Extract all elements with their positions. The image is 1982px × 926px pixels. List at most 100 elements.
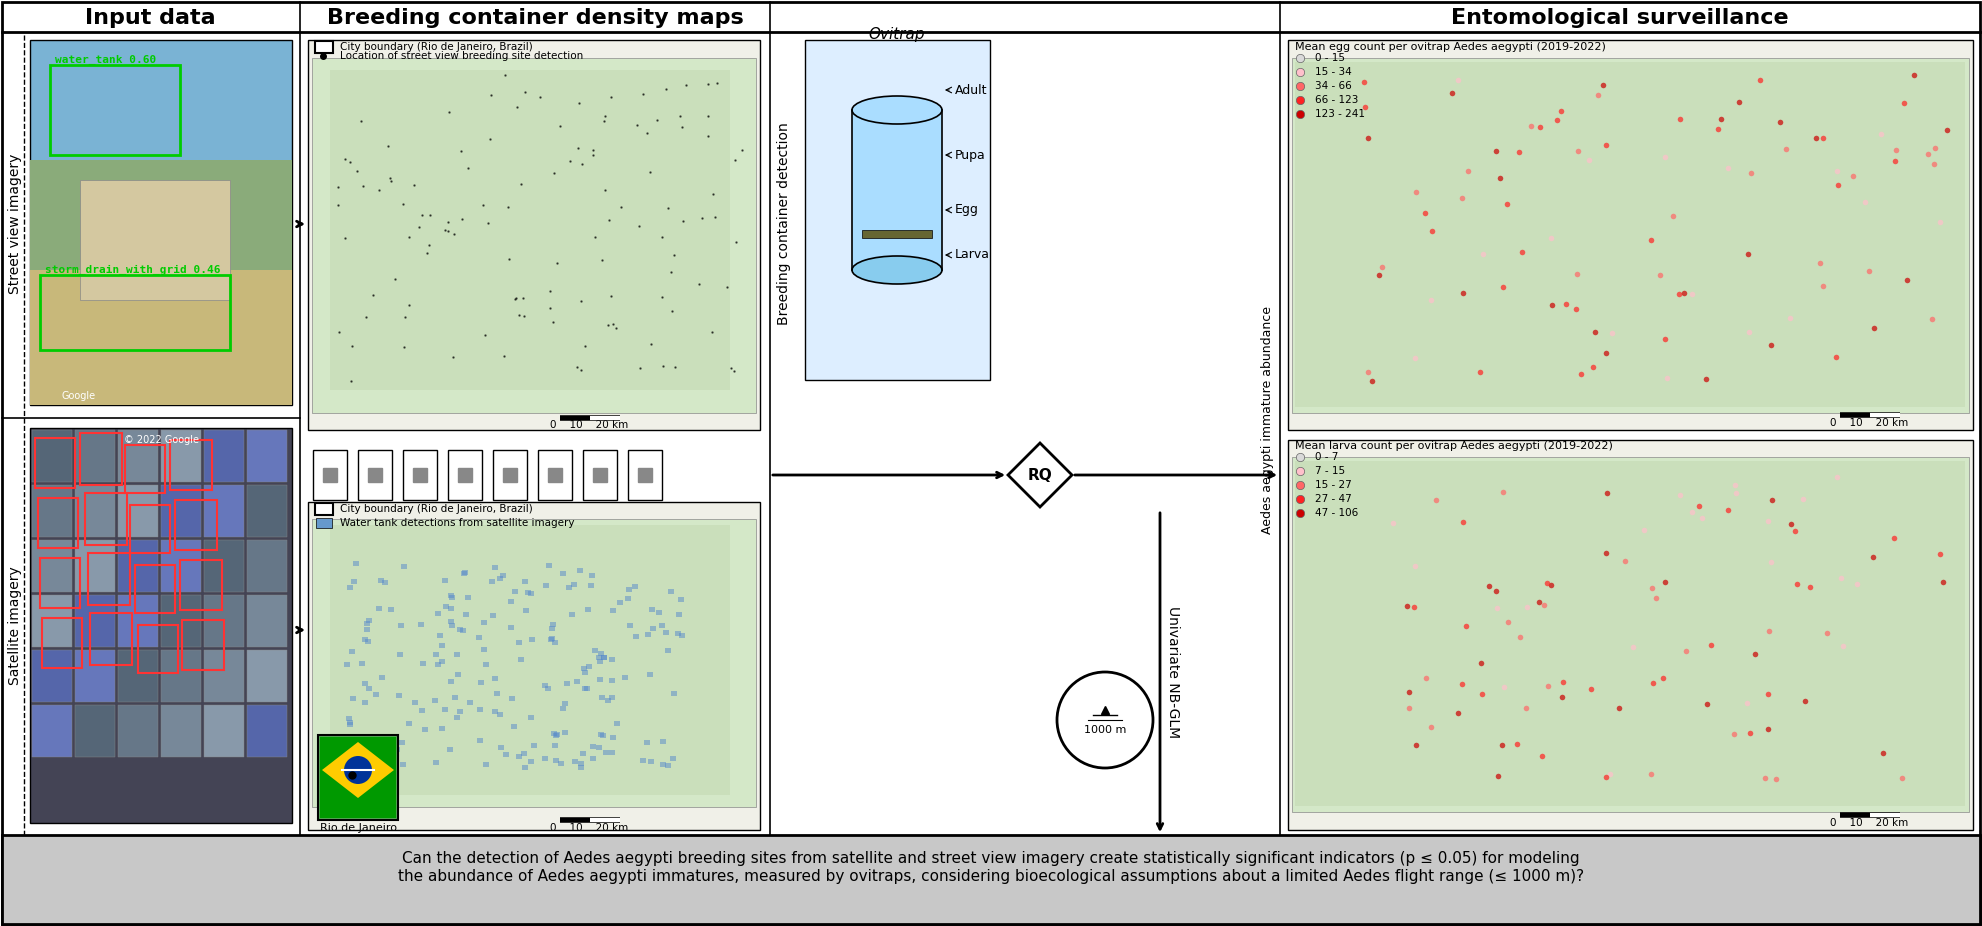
Bar xyxy=(597,655,603,659)
Bar xyxy=(492,676,497,681)
Bar xyxy=(313,450,347,500)
Bar xyxy=(454,715,460,720)
Bar xyxy=(1288,40,1972,430)
Bar xyxy=(567,585,573,591)
Bar xyxy=(545,686,551,691)
Bar xyxy=(616,600,622,605)
Bar xyxy=(517,754,523,758)
Bar xyxy=(448,747,454,752)
Text: 1000 m: 1000 m xyxy=(1084,725,1126,735)
Bar xyxy=(589,744,597,749)
Bar xyxy=(523,607,529,613)
Bar xyxy=(1288,440,1972,830)
Bar xyxy=(603,749,608,755)
Bar xyxy=(521,765,527,770)
Bar xyxy=(349,696,355,701)
Bar xyxy=(379,675,385,680)
Bar xyxy=(454,652,460,657)
Bar xyxy=(549,626,555,631)
Bar xyxy=(515,640,521,645)
Bar xyxy=(589,582,595,588)
Bar xyxy=(862,230,932,238)
Bar xyxy=(537,450,573,500)
Bar xyxy=(379,763,385,769)
Bar xyxy=(559,761,565,766)
Bar xyxy=(646,671,652,677)
Bar xyxy=(561,571,567,576)
Bar xyxy=(462,612,468,617)
Bar xyxy=(610,678,616,683)
Bar xyxy=(490,613,496,618)
Bar xyxy=(40,558,79,608)
Bar xyxy=(32,705,71,757)
Bar xyxy=(311,519,755,807)
Bar xyxy=(581,666,587,671)
Bar xyxy=(434,662,440,667)
Bar xyxy=(442,578,448,583)
Bar xyxy=(418,622,424,628)
Bar xyxy=(527,759,533,764)
Bar xyxy=(398,623,404,628)
Bar xyxy=(1292,58,1968,413)
Bar xyxy=(660,739,666,744)
Bar xyxy=(511,589,517,594)
Bar xyxy=(478,707,484,712)
Bar xyxy=(599,651,605,657)
Bar xyxy=(75,595,115,647)
Bar xyxy=(367,686,373,691)
Bar xyxy=(1294,461,1964,806)
Bar xyxy=(438,726,444,731)
Bar xyxy=(676,631,682,636)
Bar xyxy=(36,438,75,488)
Bar xyxy=(379,578,385,582)
Bar xyxy=(577,765,583,770)
Bar xyxy=(484,761,490,767)
Bar xyxy=(597,677,603,682)
Bar xyxy=(676,612,682,617)
Bar xyxy=(521,751,527,757)
Bar xyxy=(161,430,200,482)
Text: Entomological surveillance: Entomological surveillance xyxy=(1451,8,1790,28)
Bar xyxy=(614,720,620,726)
Bar xyxy=(551,732,557,736)
Bar xyxy=(497,712,503,718)
Bar xyxy=(499,572,505,578)
Bar xyxy=(492,709,497,714)
Bar xyxy=(32,650,71,702)
Bar xyxy=(553,640,559,644)
Bar xyxy=(119,650,159,702)
Bar xyxy=(476,738,482,743)
Bar xyxy=(161,705,200,757)
Bar xyxy=(529,715,535,720)
Text: Larva: Larva xyxy=(955,248,989,261)
Bar xyxy=(499,745,505,750)
Bar xyxy=(89,613,133,665)
Bar xyxy=(182,620,224,670)
Bar xyxy=(490,579,496,584)
Bar xyxy=(648,759,654,764)
Bar xyxy=(79,180,230,300)
Bar xyxy=(329,525,729,795)
Bar xyxy=(161,650,200,702)
Bar xyxy=(626,623,634,629)
Bar xyxy=(347,721,353,727)
Text: Street view imagery: Street view imagery xyxy=(8,154,22,294)
Bar xyxy=(365,627,371,632)
Bar xyxy=(458,627,464,632)
Bar xyxy=(462,569,468,575)
Bar xyxy=(543,583,549,588)
Bar xyxy=(494,691,499,695)
Bar xyxy=(1292,457,1968,812)
Bar xyxy=(311,58,755,413)
Bar xyxy=(458,709,464,714)
Bar xyxy=(319,737,396,818)
Bar xyxy=(345,662,351,668)
Bar xyxy=(561,707,567,711)
Bar xyxy=(632,634,638,639)
Bar xyxy=(507,625,513,631)
Bar xyxy=(422,727,428,732)
Bar xyxy=(2,835,1980,924)
Bar xyxy=(402,450,436,500)
Ellipse shape xyxy=(852,256,941,284)
Text: 123 - 241: 123 - 241 xyxy=(1314,109,1366,119)
